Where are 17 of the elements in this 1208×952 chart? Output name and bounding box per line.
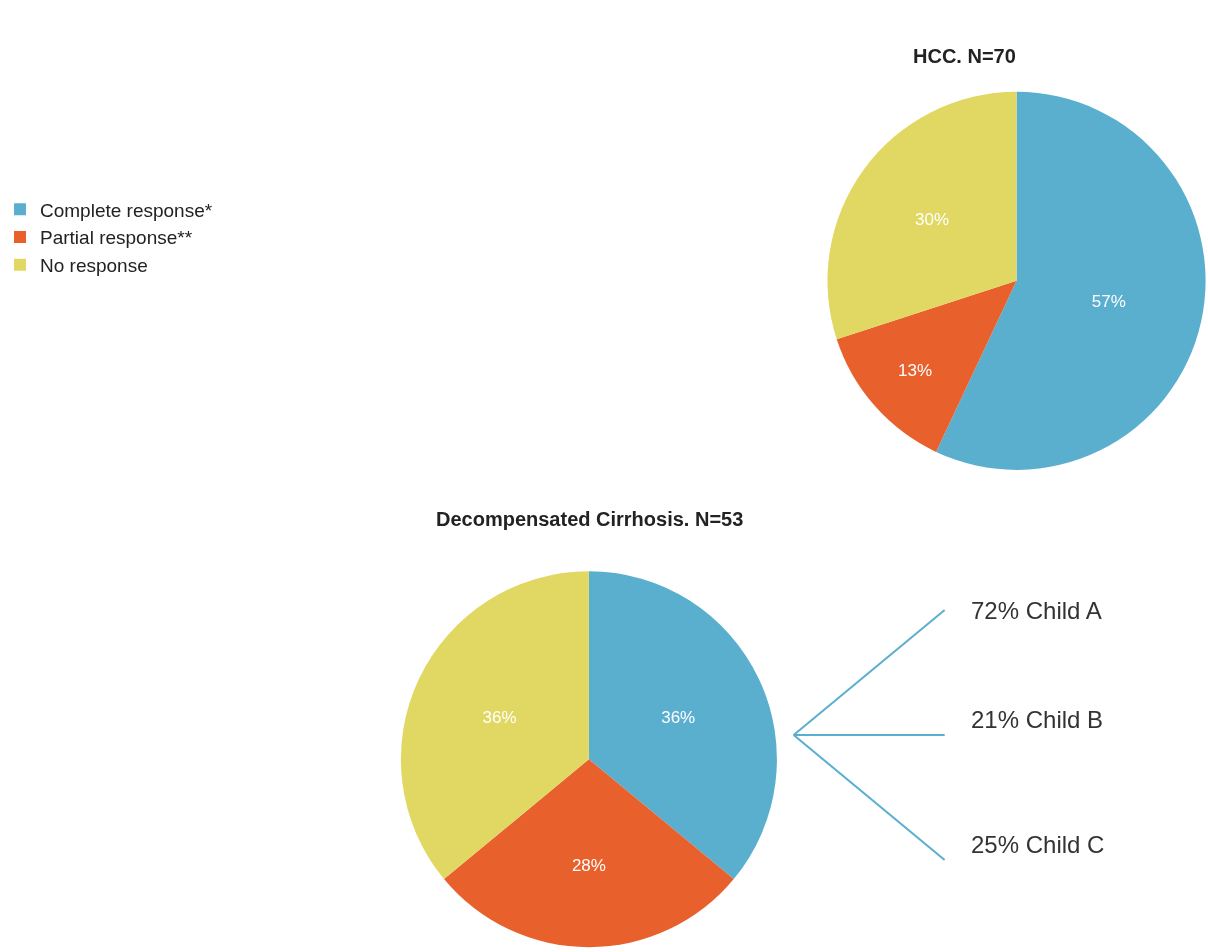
- text: 21% Child B: [971, 706, 1104, 733]
- legend-label: No response: [40, 255, 148, 277]
- chart-title: Decompensated Cirrhosis. N=53: [436, 508, 744, 530]
- text: 25% Child C: [971, 831, 1105, 858]
- data-label: 30%: [914, 209, 949, 229]
- pie-slice: [444, 759, 734, 948]
- data-label: 57%: [1091, 291, 1126, 311]
- chart-title: HCC. N=70: [913, 45, 1016, 67]
- text: 72% Child A: [971, 597, 1102, 624]
- data-label: 36%: [661, 707, 696, 727]
- pie-slice: [836, 280, 1017, 452]
- legend-label: Complete response*: [40, 199, 213, 221]
- data-label: 13%: [898, 360, 933, 380]
- data-label: 36%: [482, 707, 517, 727]
- pie-slice: [827, 91, 1017, 340]
- data-label: 28%: [571, 855, 606, 875]
- legend-label: Partial response**: [40, 227, 193, 249]
